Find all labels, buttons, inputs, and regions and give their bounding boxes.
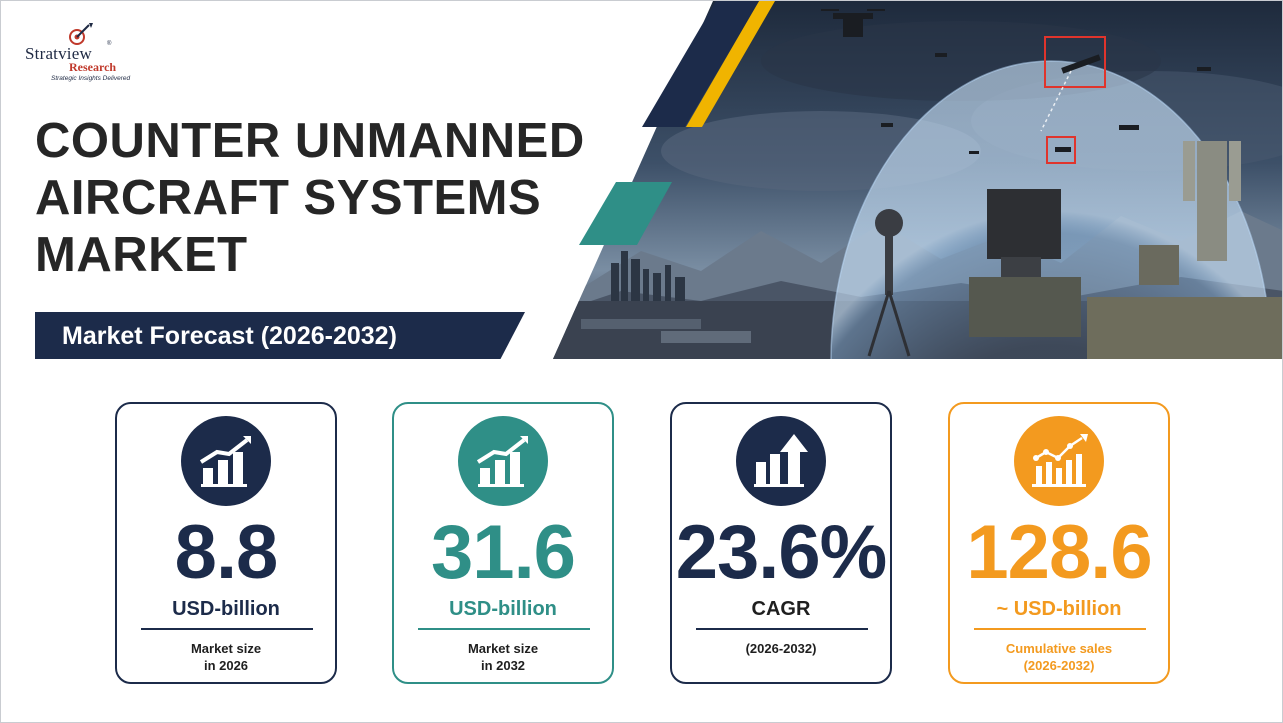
stat-desc-line-1: Market size <box>190 641 262 656</box>
stat-card-market-size-2026: 8.8 USD-billion Market size in 2026 <box>115 402 337 684</box>
stat-card-market-size-2032: 31.6 USD-billion Market size in 2032 <box>392 402 614 684</box>
stat-value: 23.6% <box>675 510 888 595</box>
cumulative-chart-icon <box>1014 416 1104 506</box>
divider <box>696 628 868 630</box>
stat-description: Cumulative sales (2026-2032) <box>950 640 1168 674</box>
divider <box>141 628 313 630</box>
stat-value: 31.6 <box>431 510 576 595</box>
stat-desc-line-2: (2026-2032) <box>1023 658 1095 673</box>
hero-illustration <box>553 1 1282 359</box>
page-title: COUNTER UNMANNED AIRCRAFT SYSTEMS MARKET <box>35 113 635 284</box>
stratview-logo: Stratview ® Research Strategic Insights … <box>23 21 153 85</box>
stat-desc-line-2: in 2026 <box>203 658 249 673</box>
stat-desc-line-1: Market size <box>467 641 539 656</box>
title-line-2: AIRCRAFT SYSTEMS <box>35 171 542 225</box>
forecast-banner: Market Forecast (2026-2032) <box>35 312 525 359</box>
stat-unit: ~ USD-billion <box>996 598 1122 620</box>
stat-desc-line-1: Cumulative sales <box>1005 641 1113 656</box>
stat-description: Market size in 2032 <box>394 640 612 674</box>
logo-registered-mark: ® <box>107 41 112 47</box>
stat-description: (2026-2032) <box>672 640 890 657</box>
bar-chart-growth-icon <box>181 416 271 506</box>
stat-card-cagr: 23.6% CAGR (2026-2032) <box>670 402 892 684</box>
bar-chart-growth-icon <box>458 416 548 506</box>
bar-arrow-up-icon <box>736 416 826 506</box>
stat-unit: USD-billion <box>172 598 280 620</box>
forecast-label: Market Forecast (2026-2032) <box>62 322 397 350</box>
logo-target-icon <box>69 23 93 45</box>
stat-desc-line-2: in 2032 <box>480 658 526 673</box>
stat-card-cumulative-sales: 128.6 ~ USD-billion Cumulative sales (20… <box>948 402 1170 684</box>
stat-value: 128.6 <box>966 510 1152 595</box>
stat-description: Market size in 2026 <box>117 640 335 674</box>
stat-unit: CAGR <box>751 598 811 620</box>
divider <box>418 628 590 630</box>
logo-sub: Research <box>69 60 117 74</box>
title-line-1: COUNTER UNMANNED <box>35 114 585 168</box>
stat-unit: USD-billion <box>449 598 557 620</box>
logo-tagline: Strategic Insights Delivered <box>51 75 131 82</box>
title-line-3: MARKET <box>35 228 248 282</box>
divider <box>974 628 1146 630</box>
stat-desc-line-1: (2026-2032) <box>745 641 817 656</box>
logo-name: Stratview <box>25 44 92 63</box>
stat-value: 8.8 <box>174 510 279 595</box>
